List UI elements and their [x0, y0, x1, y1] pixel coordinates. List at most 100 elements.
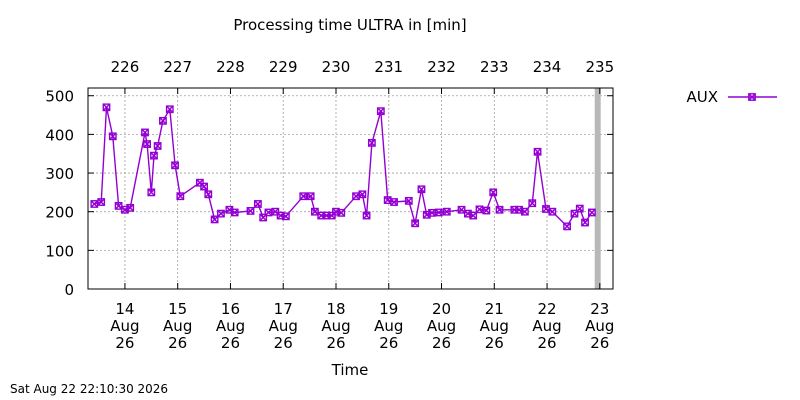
point-box — [108, 132, 117, 141]
point-cross — [428, 209, 436, 217]
point-box — [390, 198, 398, 206]
point-box — [362, 211, 371, 220]
data-point — [548, 207, 557, 216]
point-cross — [230, 208, 239, 217]
point-box — [482, 206, 491, 215]
data-point — [587, 208, 596, 217]
point-box — [210, 215, 219, 224]
x-tick-label: 26 — [274, 334, 293, 352]
point-box — [489, 188, 498, 197]
legend-marker-box — [748, 93, 756, 101]
point-box — [520, 207, 529, 216]
point-cross — [153, 142, 162, 150]
data-point — [200, 182, 208, 191]
point-box — [570, 209, 579, 218]
point-box — [246, 207, 255, 215]
point-cross — [159, 117, 167, 125]
top-tick-label: 231 — [374, 58, 403, 76]
data-point — [411, 219, 420, 228]
point-box — [306, 192, 315, 201]
data-point — [367, 138, 376, 147]
point-cross — [411, 219, 419, 227]
point-cross — [217, 209, 225, 218]
point-box — [97, 198, 106, 206]
point-cross — [109, 132, 117, 141]
point-box — [159, 116, 167, 125]
data-point — [482, 206, 491, 215]
point-box — [469, 211, 478, 220]
data-point — [281, 212, 290, 221]
data-point — [495, 205, 504, 214]
point-box — [102, 103, 111, 112]
point-cross — [210, 215, 219, 224]
x-tick-label: Aug — [269, 317, 298, 335]
point-box — [299, 192, 308, 201]
point-cross — [102, 103, 111, 112]
point-box — [217, 209, 225, 218]
vertical-marker — [594, 88, 601, 289]
plot-frame — [87, 87, 614, 290]
point-cross — [588, 208, 596, 217]
point-cross — [126, 204, 134, 212]
data-point — [230, 208, 239, 217]
data-point — [404, 196, 413, 205]
x-tick-label: Aug — [480, 317, 509, 335]
point-box — [587, 208, 596, 217]
x-tick-label: 26 — [590, 334, 609, 352]
point-cross — [264, 208, 273, 217]
point-box — [143, 140, 151, 148]
point-box — [281, 212, 290, 221]
x-tick-label: 18 — [326, 300, 345, 318]
point-cross — [521, 207, 529, 216]
data-point — [390, 198, 398, 206]
data-point — [469, 211, 478, 220]
x-tick-label: 17 — [274, 300, 293, 318]
point-box — [276, 211, 285, 220]
data-point — [147, 188, 156, 197]
point-cross — [368, 139, 376, 147]
point-box — [317, 211, 326, 220]
point-cross — [533, 148, 542, 156]
point-cross — [200, 182, 208, 191]
x-tick-label: 26 — [432, 334, 451, 352]
footer-timestamp: Sat Aug 22 22:10:30 2026 — [10, 382, 169, 396]
x-tick-label: 14 — [115, 300, 134, 318]
point-box — [259, 213, 268, 222]
point-cross — [147, 188, 156, 197]
point-cross — [282, 212, 290, 221]
point-cross — [405, 197, 413, 205]
point-cross — [475, 205, 484, 214]
point-cross — [548, 207, 557, 216]
point-box — [150, 151, 158, 160]
data-point — [159, 116, 167, 125]
point-cross — [489, 188, 497, 197]
data-point — [362, 211, 371, 220]
data-point — [299, 192, 308, 201]
point-cross — [482, 206, 491, 215]
data-point — [246, 207, 255, 215]
current-time-marker — [594, 88, 601, 289]
data-point — [575, 204, 584, 213]
legend-label-aux: AUX — [686, 88, 718, 106]
point-box — [337, 208, 346, 217]
top-tick-label: 230 — [322, 58, 351, 76]
data-point — [581, 218, 589, 227]
point-box — [230, 208, 239, 217]
point-cross — [166, 105, 174, 113]
data-point — [442, 207, 451, 216]
x-tick-label: Aug — [163, 317, 192, 335]
point-cross — [306, 192, 315, 200]
data-point — [143, 140, 151, 148]
point-box — [322, 211, 331, 220]
x-tick-label: Aug — [374, 317, 403, 335]
data-point — [337, 208, 346, 217]
data-point — [153, 142, 162, 150]
point-cross — [581, 218, 589, 227]
data-point — [217, 209, 225, 218]
data-point — [126, 203, 135, 212]
top-tick-label: 232 — [427, 58, 456, 76]
point-cross — [417, 185, 426, 193]
y-tick-label: 200 — [45, 204, 74, 222]
point-cross — [576, 204, 584, 213]
point-cross — [311, 207, 319, 216]
